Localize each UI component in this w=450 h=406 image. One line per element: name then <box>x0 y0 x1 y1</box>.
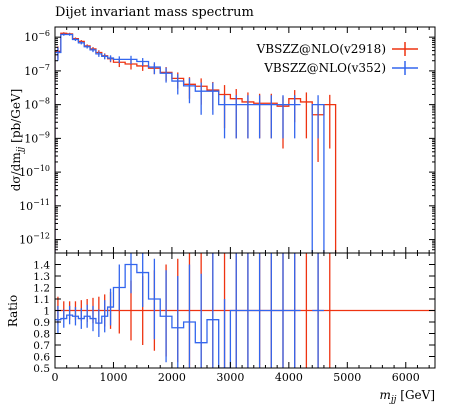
legend-label-red: VBSZZ@NLO(v2918) <box>256 42 386 56</box>
x-tick-label: 1000 <box>99 371 127 384</box>
x-tick-label: 4000 <box>275 371 303 384</box>
legend-label-blue: VBSZZ@NLO(v352) <box>263 61 386 75</box>
ratio-y-tick-label: 1.3 <box>33 271 50 283</box>
ratio-y-tick-label: 0.6 <box>33 352 50 364</box>
histogram-blue <box>55 33 325 253</box>
ratio-line-blue <box>55 263 324 368</box>
y-tick-label: 10−10 <box>19 164 50 179</box>
ratio-y-tick-label: 0.8 <box>33 329 50 341</box>
y-tick-label: 10−9 <box>24 130 50 145</box>
ratio-y-tick-label: 1 <box>43 306 50 318</box>
ratio-y-tick-label: 1.1 <box>33 294 50 306</box>
chart-title: Dijet invariant mass spectrum <box>55 5 254 20</box>
ratio-y-tick-label: 0.7 <box>33 340 50 352</box>
y-tick-label: 10−11 <box>19 198 50 213</box>
legend: VBSZZ@NLO(v2918) VBSZZ@NLO(v352) <box>256 42 418 75</box>
y-tick-label: 10−8 <box>24 97 50 112</box>
x-tick-label: 6000 <box>392 371 420 384</box>
y-axis-label: dσ/dmjj [pb/GeV] <box>9 89 26 192</box>
ratio-panel: 0.50.60.70.80.911.11.21.31.4 0 1000 2000 30… <box>33 252 436 384</box>
ratio-axis-label: Ratio <box>6 295 20 327</box>
x-tick-label: 2000 <box>158 371 186 384</box>
y-tick-label: 10−12 <box>19 232 50 247</box>
ratio-y-tick-label: 1.2 <box>33 283 50 295</box>
ratio-y-tick-label: 1.4 <box>33 260 50 272</box>
ratio-y-tick-label: 0.5 <box>33 363 50 375</box>
y-tick-label: 10−7 <box>24 63 50 78</box>
x-tick-label: 0 <box>52 371 59 384</box>
x-tick-label: 5000 <box>333 371 361 384</box>
x-tick-label: 3000 <box>216 371 244 384</box>
x-axis-label: mjj [GeV] <box>379 388 435 405</box>
y-tick-label: 10−6 <box>24 29 50 44</box>
ratio-y-tick-label: 0.9 <box>33 317 50 329</box>
